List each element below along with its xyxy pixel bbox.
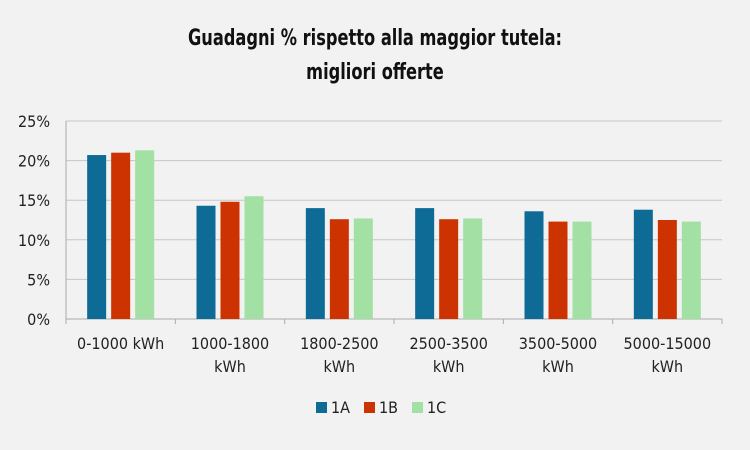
bar-1b [329,219,349,319]
bar-1b [111,152,131,319]
bar-1a [196,205,216,319]
bar-1c [244,196,264,319]
bar-1a [305,208,325,319]
chart-title-line-2: migliori offerte [306,60,444,85]
y-tick-label: 25% [18,112,50,131]
x-tick-label: 5000-15000 [624,334,712,353]
legend-label-1b: 1B [379,398,398,417]
bar-1a [415,208,435,319]
bar-1b [220,201,240,319]
legend-swatch-1a [316,402,327,413]
chart-title-line-1: Guadagni % rispetto alla maggior tutela: [187,26,563,51]
y-tick-label: 15% [18,191,50,210]
bar-1c [681,221,701,319]
y-tick-label: 5% [27,270,50,289]
bar-1b [657,220,677,319]
bar-1c [135,150,155,319]
bar-1a [633,209,653,319]
bar-1c [463,218,483,319]
x-tick-label: 0-1000 kWh [77,334,164,353]
legend-swatch-1b [364,402,375,413]
x-tick-label: kWh [433,357,465,376]
y-tick-label: 20% [18,152,50,171]
bar-1a [524,211,544,319]
x-tick-label: 3500-5000 [519,334,597,353]
x-tick-label: kWh [323,357,355,376]
x-tick-label: kWh [651,357,683,376]
x-tick-label: 1000-1800 [191,334,269,353]
legend-swatch-1c [412,402,423,413]
x-tick-label: kWh [214,357,246,376]
bar-1b [439,219,459,319]
x-tick-label: 2500-3500 [409,334,487,353]
legend-label-1a: 1A [331,398,350,417]
x-tick-label: 1800-2500 [300,334,378,353]
bar-1c [572,221,592,319]
bar-1b [548,221,568,319]
x-tick-label: kWh [542,357,574,376]
bar-1c [353,218,373,319]
bar-1a [87,155,107,319]
y-tick-label: 10% [18,231,50,250]
legend-label-1c: 1C [427,398,446,417]
y-tick-label: 0% [27,310,50,329]
